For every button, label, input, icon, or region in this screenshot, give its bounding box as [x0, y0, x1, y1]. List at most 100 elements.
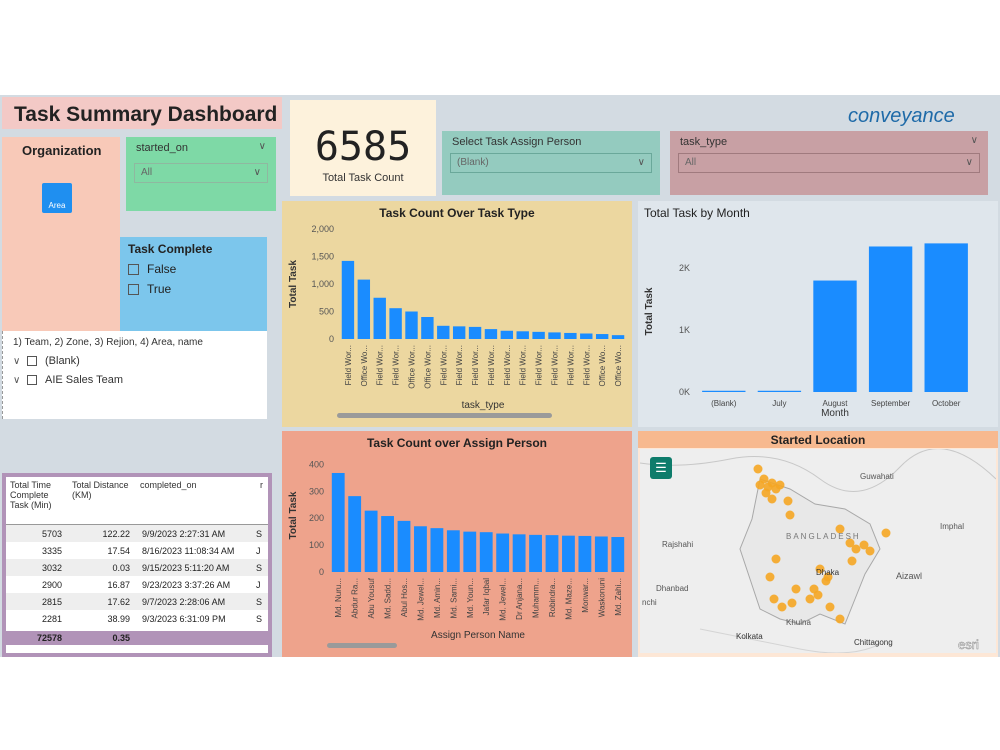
- bar[interactable]: [496, 533, 510, 572]
- bar[interactable]: [341, 260, 355, 339]
- bar[interactable]: [331, 472, 345, 572]
- bar[interactable]: [437, 325, 450, 339]
- bar[interactable]: [757, 390, 802, 392]
- location-point[interactable]: [777, 602, 787, 612]
- table-row[interactable]: 2815 17.62 9/7/2023 2:28:06 AM S: [6, 593, 268, 610]
- column-header[interactable]: Total Distance (KM): [72, 480, 129, 500]
- location-point[interactable]: [851, 544, 861, 554]
- bar[interactable]: [348, 496, 362, 572]
- bar[interactable]: [924, 243, 968, 392]
- column-header[interactable]: Total Time Complete Task (Min): [10, 480, 52, 510]
- y-tick-label: 0: [319, 567, 324, 577]
- bar[interactable]: [500, 330, 514, 339]
- location-point[interactable]: [791, 584, 801, 594]
- area-button[interactable]: Area: [42, 183, 72, 213]
- bar[interactable]: [702, 390, 746, 392]
- checkbox[interactable]: [128, 263, 139, 275]
- location-point[interactable]: [835, 614, 845, 624]
- tree-item[interactable]: ∨ (Blank): [3, 348, 267, 367]
- bar[interactable]: [414, 526, 427, 572]
- menu-icon[interactable]: ☰: [650, 457, 672, 479]
- location-point[interactable]: [835, 524, 845, 534]
- location-point[interactable]: [753, 464, 763, 474]
- location-point[interactable]: [783, 496, 793, 506]
- bar[interactable]: [468, 326, 482, 339]
- location-point[interactable]: [767, 494, 777, 504]
- option-false[interactable]: False: [120, 256, 267, 276]
- chevron-down-icon[interactable]: ∨: [970, 135, 978, 146]
- bar[interactable]: [484, 329, 498, 339]
- location-point[interactable]: [865, 546, 875, 556]
- location-point[interactable]: [769, 594, 779, 604]
- location-point[interactable]: [859, 540, 869, 550]
- map-place-label: Guwahati: [860, 472, 894, 481]
- bar[interactable]: [512, 534, 526, 572]
- option-true[interactable]: True: [120, 276, 267, 296]
- started-on-dropdown[interactable]: All ∨: [134, 163, 268, 183]
- map-view[interactable]: Guwahati BANGLADESH Imphal Rajshahi Dhaka Aiz…: [640, 449, 996, 653]
- bar[interactable]: [564, 332, 577, 339]
- bar[interactable]: [421, 317, 434, 339]
- bar[interactable]: [405, 311, 418, 340]
- task-type-dropdown[interactable]: All ∨: [678, 153, 980, 173]
- bar[interactable]: [545, 535, 559, 572]
- column-header[interactable]: completed_on: [140, 480, 197, 490]
- bar[interactable]: [430, 528, 444, 572]
- bar[interactable]: [373, 297, 386, 339]
- bar[interactable]: [532, 331, 545, 339]
- bar[interactable]: [479, 532, 493, 572]
- tree-item[interactable]: ∨ AIE Sales Team: [3, 367, 267, 386]
- bar[interactable]: [595, 334, 609, 339]
- bar[interactable]: [516, 331, 529, 339]
- bar[interactable]: [611, 335, 625, 339]
- bar[interactable]: [562, 535, 575, 572]
- bar[interactable]: [813, 280, 857, 392]
- table-cell: S: [256, 596, 263, 607]
- location-point[interactable]: [787, 598, 797, 608]
- location-point[interactable]: [825, 602, 835, 612]
- location-point[interactable]: [815, 564, 825, 574]
- checkbox[interactable]: [27, 356, 37, 366]
- bar[interactable]: [452, 326, 466, 339]
- bar[interactable]: [580, 333, 593, 340]
- table-row[interactable]: 5703 122.22 9/9/2023 2:27:31 AM S: [6, 525, 268, 542]
- table-row[interactable]: 2900 16.87 9/23/2023 3:37:26 AM J: [6, 576, 268, 593]
- bar[interactable]: [364, 510, 378, 572]
- location-point[interactable]: [771, 554, 781, 564]
- table-row[interactable]: 3032 0.03 9/15/2023 5:11:20 AM S: [6, 559, 268, 576]
- bar[interactable]: [548, 332, 561, 339]
- location-point[interactable]: [785, 510, 795, 520]
- checkbox[interactable]: [27, 375, 37, 385]
- horizontal-scrollbar[interactable]: [327, 643, 397, 648]
- bar[interactable]: [868, 246, 913, 392]
- location-point[interactable]: [755, 480, 765, 490]
- location-point[interactable]: [765, 572, 775, 582]
- table-row[interactable]: 3335 17.54 8/16/2023 11:08:34 AM J: [6, 542, 268, 559]
- location-point[interactable]: [823, 572, 833, 582]
- location-point[interactable]: [847, 556, 857, 566]
- bar[interactable]: [357, 279, 371, 339]
- column-header[interactable]: r: [260, 480, 263, 490]
- horizontal-scrollbar[interactable]: [337, 413, 552, 418]
- chevron-down-icon[interactable]: ∨: [13, 355, 21, 367]
- location-point[interactable]: [761, 488, 771, 498]
- table-row[interactable]: 2281 38.99 9/3/2023 6:31:09 PM S: [6, 610, 268, 627]
- bar[interactable]: [381, 516, 394, 572]
- bar[interactable]: [529, 534, 542, 572]
- bar[interactable]: [397, 520, 411, 572]
- location-point[interactable]: [881, 528, 891, 538]
- checkbox[interactable]: [128, 283, 139, 295]
- chevron-down-icon[interactable]: ∨: [258, 141, 266, 152]
- bar[interactable]: [611, 537, 625, 572]
- bar[interactable]: [578, 535, 592, 572]
- assign-person-dropdown[interactable]: (Blank) ∨: [450, 153, 652, 173]
- location-point[interactable]: [775, 480, 785, 490]
- bar[interactable]: [594, 536, 608, 572]
- location-point[interactable]: [813, 590, 823, 600]
- bar[interactable]: [389, 308, 402, 339]
- location-point[interactable]: [845, 538, 855, 548]
- bar[interactable]: [463, 531, 477, 572]
- bar[interactable]: [446, 530, 460, 572]
- location-point[interactable]: [805, 594, 815, 604]
- chevron-down-icon[interactable]: ∨: [13, 374, 21, 386]
